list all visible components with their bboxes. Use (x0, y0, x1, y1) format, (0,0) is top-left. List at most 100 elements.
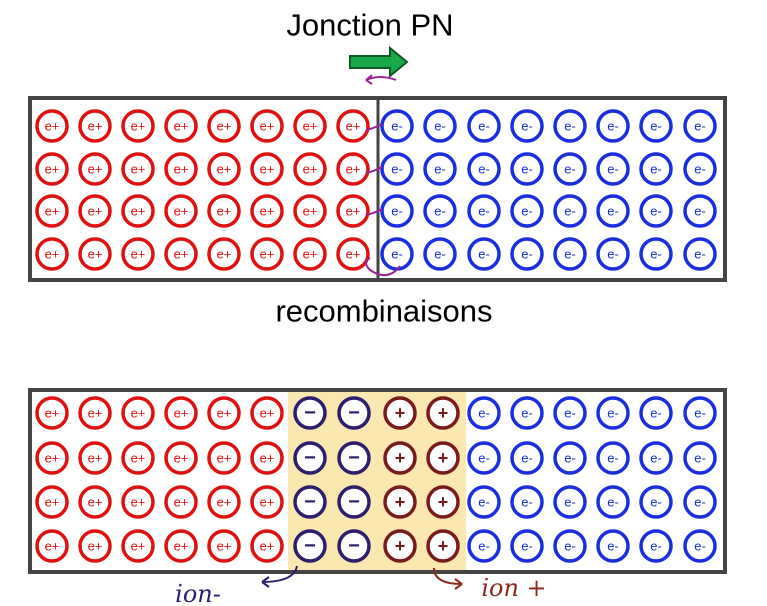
hole-circle (250, 396, 284, 430)
positive-ion-label: + (438, 403, 449, 423)
electron-label: e- (607, 204, 619, 219)
hole-label: e+ (260, 204, 275, 219)
electron-circle (596, 109, 630, 143)
hole-circle (121, 485, 155, 519)
positive-ion-circle (383, 441, 417, 475)
electron-label: e- (607, 451, 619, 466)
electron-label: e- (478, 451, 490, 466)
hole-label: e+ (131, 406, 146, 421)
negative-ion-circle (293, 441, 327, 475)
hole-circle (35, 441, 69, 475)
electron-circle (596, 237, 630, 271)
electron-circle (553, 441, 587, 475)
negative-ion-circle (337, 396, 371, 430)
electron-label: e- (564, 495, 576, 510)
hole-label: e+ (88, 247, 103, 262)
electron-label: e- (478, 119, 490, 134)
hole-circle (293, 237, 327, 271)
hole-label: e+ (303, 119, 318, 134)
electron-circle (683, 109, 717, 143)
electron-circle (639, 529, 673, 563)
hole-label: e+ (88, 406, 103, 421)
electron-circle (596, 396, 630, 430)
hole-label: e+ (88, 495, 103, 510)
hole-label: e+ (174, 162, 189, 177)
hole-circle (164, 485, 198, 519)
electron-circle (510, 441, 544, 475)
hole-label: e+ (45, 204, 60, 219)
hole-circle (121, 237, 155, 271)
hole-circle (121, 396, 155, 430)
hole-circle (121, 152, 155, 186)
hole-label: e+ (174, 204, 189, 219)
negative-ion-label: − (348, 491, 360, 513)
electron-label: e- (694, 162, 706, 177)
electron-circle (510, 396, 544, 430)
hole-circle (336, 109, 370, 143)
electron-circle (510, 237, 544, 271)
electron-label: e- (391, 247, 403, 262)
electron-label: e- (650, 451, 662, 466)
electron-circle (553, 152, 587, 186)
hole-label: e+ (217, 247, 232, 262)
electron-label: e- (694, 119, 706, 134)
hole-label: e+ (260, 247, 275, 262)
hole-label: e+ (217, 451, 232, 466)
hole-label: e+ (174, 247, 189, 262)
hole-label: e+ (131, 495, 146, 510)
hole-label: e+ (45, 495, 60, 510)
electron-circle (596, 441, 630, 475)
electron-circle (423, 194, 457, 228)
positive-ion-circle (383, 529, 417, 563)
electron-label: e- (391, 119, 403, 134)
electron-label: e- (478, 204, 490, 219)
hole-circle (207, 237, 241, 271)
hole-label: e+ (346, 247, 361, 262)
electron-circle (553, 237, 587, 271)
electron-label: e- (434, 247, 446, 262)
hole-circle (207, 529, 241, 563)
electron-label: e- (607, 406, 619, 421)
negative-ion-circle (337, 441, 371, 475)
electron-circle (510, 109, 544, 143)
electron-circle (639, 396, 673, 430)
negative-ion-label: − (348, 447, 360, 469)
hole-label: e+ (88, 204, 103, 219)
electron-label: e- (564, 162, 576, 177)
ion-minus-label: ion- (175, 580, 221, 606)
electron-label: e- (650, 539, 662, 554)
hole-circle (293, 194, 327, 228)
hole-circle (78, 109, 112, 143)
hole-label: e+ (174, 495, 189, 510)
electron-circle (596, 529, 630, 563)
electron-circle (683, 441, 717, 475)
electron-circle (380, 194, 414, 228)
title: Jonction PN (286, 8, 453, 43)
electron-label: e- (478, 406, 490, 421)
hole-label: e+ (45, 539, 60, 554)
electron-label: e- (650, 204, 662, 219)
negative-ion-label: − (348, 402, 360, 424)
positive-ion-circle (426, 529, 460, 563)
hole-circle (78, 485, 112, 519)
positive-ion-circle (383, 396, 417, 430)
electron-circle (467, 237, 501, 271)
recombination-arrow (365, 74, 397, 85)
negative-ion-circle (337, 529, 371, 563)
electron-circle (553, 396, 587, 430)
carriers-after: e+ e+ e+ e+ e+ e+ − − + + e-e-e-e-e-e-e+ e+ e+ e+ e+ e+… (35, 396, 717, 563)
hole-label: e+ (346, 204, 361, 219)
positive-ion-label: + (438, 536, 449, 556)
hole-label: e+ (131, 247, 146, 262)
negative-ion-label: − (304, 447, 316, 469)
hole-circle (35, 194, 69, 228)
electron-circle (553, 529, 587, 563)
electron-circle (639, 194, 673, 228)
electron-label: e- (607, 247, 619, 262)
electron-label: e- (434, 204, 446, 219)
arrow-right (349, 45, 409, 79)
hole-circle (207, 152, 241, 186)
hole-circle (250, 237, 284, 271)
electron-circle (553, 194, 587, 228)
